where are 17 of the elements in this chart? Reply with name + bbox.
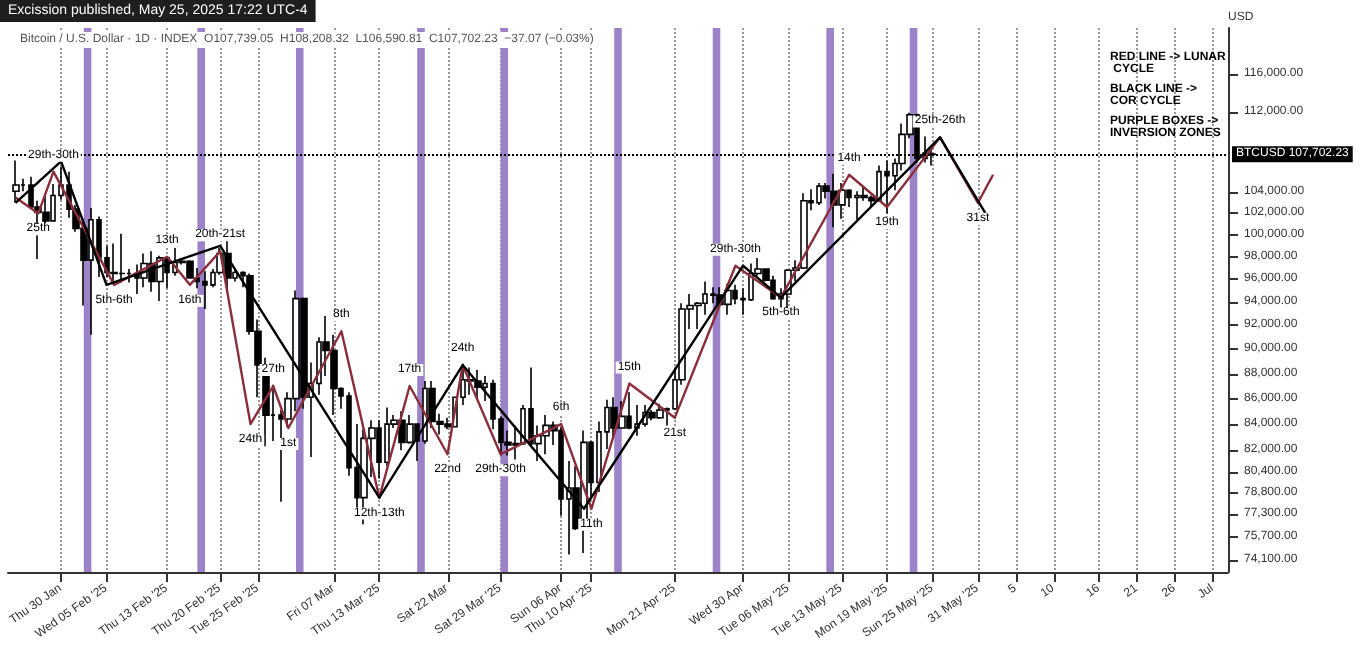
- candlestick: [724, 282, 732, 316]
- candlestick: [626, 391, 632, 431]
- candlestick: [512, 424, 520, 461]
- candlestick: [854, 190, 860, 221]
- candlestick: [816, 182, 822, 206]
- candlestick: [398, 410, 406, 452]
- candlestick: [648, 409, 656, 422]
- candlestick: [868, 194, 876, 207]
- candlestick: [838, 182, 846, 220]
- candlestick: [474, 369, 482, 401]
- candlestick: [618, 400, 626, 429]
- candlestick: [656, 402, 664, 420]
- candlestick: [148, 250, 156, 293]
- candlestick: [110, 242, 118, 284]
- candlestick: [884, 159, 890, 215]
- candlestick: [118, 233, 126, 284]
- candlestick: [202, 270, 208, 310]
